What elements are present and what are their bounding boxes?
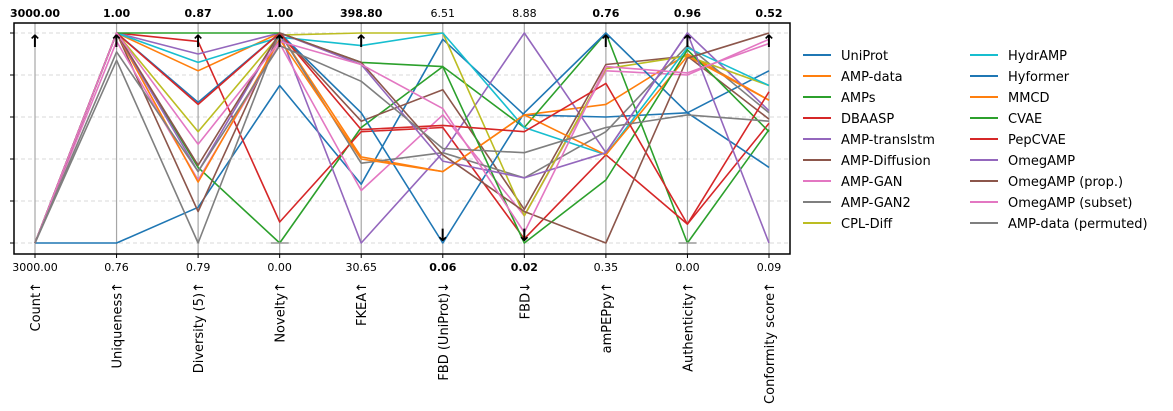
axis-bottom-label-3: 0.00 xyxy=(267,261,292,274)
legend-label-11: MMCD xyxy=(1008,91,1050,106)
axis-bottom-label-7: 0.35 xyxy=(594,261,619,274)
series-line-14 xyxy=(34,32,770,244)
axis-bottom-label-9: 0.09 xyxy=(757,261,782,274)
legend-label-15: OmegAMP (prop.) xyxy=(1008,175,1123,190)
axis-top-label-3: 1.00 xyxy=(266,7,293,20)
legend-label-3: DBAASP xyxy=(841,112,894,127)
legend-label-2: AMPs xyxy=(841,91,876,106)
axis-top-label-5: 6.51 xyxy=(431,7,456,20)
axis-name-1: Uniqueness↑ xyxy=(111,282,126,369)
legend-label-0: UniProt xyxy=(841,49,888,64)
best-arrow-8: ↑ xyxy=(680,32,694,52)
series-line-11 xyxy=(34,32,770,244)
series-line-6 xyxy=(34,38,770,244)
legend-label-5: AMP-Diffusion xyxy=(841,154,931,169)
legend-label-14: OmegAMP xyxy=(1008,154,1075,169)
axis-bottom-label-0: 3000.00 xyxy=(12,261,58,274)
series-line-8 xyxy=(34,32,770,244)
series-line-5 xyxy=(34,32,770,244)
axis-top-label-6: 8.88 xyxy=(512,7,537,20)
axis-bottom-label-8: 0.00 xyxy=(675,261,700,274)
axis-top-label-1: 1.00 xyxy=(103,7,130,20)
legend: UniProt AMP-data AMPs DBAASP AMP-translstm AM… xyxy=(803,49,1148,232)
series-line-13 xyxy=(34,32,770,244)
axis-name-9: Conformity score↑ xyxy=(763,282,778,404)
axis-top-label-9: 0.52 xyxy=(755,7,782,20)
legend-label-10: Hyformer xyxy=(1008,70,1070,85)
plot-frame xyxy=(13,22,791,255)
series-line-9 xyxy=(34,32,770,244)
legend-label-1: AMP-data xyxy=(841,70,903,85)
axis-name-7: amPEPpy↑ xyxy=(600,282,615,353)
axis-name-3: Novelty↑ xyxy=(274,282,289,343)
best-arrow-4: ↑ xyxy=(354,32,368,52)
axis-top-label-8: 0.96 xyxy=(674,7,701,20)
series-line-0 xyxy=(35,38,770,244)
best-arrow-2: ↑ xyxy=(191,32,205,52)
legend-label-8: CPL-Diff xyxy=(841,217,893,232)
axis-name-5: FBD (UniProt)↓ xyxy=(437,282,452,381)
series-line-15 xyxy=(34,32,770,244)
axis-top-label-2: 0.87 xyxy=(185,7,212,20)
axis-name-0: Count↑ xyxy=(29,282,44,332)
axes xyxy=(10,23,770,258)
legend-label-13: PepCVAE xyxy=(1008,133,1066,148)
axis-extreme-markers: ↑ ↑ ↑ ↑ ↑ ↓ ↓ ↑ ↑ ↑ xyxy=(28,32,776,246)
best-arrow-1: ↑ xyxy=(109,32,123,52)
best-arrow-7: ↑ xyxy=(599,32,613,52)
axis-labels: 3000.00 3000.00 Count↑ 1.00 0.76 Uniqueness↑ 0… xyxy=(10,7,783,404)
series-line-16 xyxy=(34,32,770,244)
series-line-17 xyxy=(34,44,770,244)
axis-top-label-4: 398.80 xyxy=(340,7,383,20)
legend-label-4: AMP-translstm xyxy=(841,133,935,148)
axis-name-6: FBD↓ xyxy=(518,282,533,319)
axis-name-8: Authenticity↑ xyxy=(681,282,696,372)
axis-top-label-7: 0.76 xyxy=(592,7,619,20)
axis-name-4: FKEA↑ xyxy=(355,282,370,326)
legend-label-6: AMP-GAN xyxy=(841,175,903,190)
axis-bottom-label-1: 0.76 xyxy=(104,261,129,274)
axis-bottom-label-2: 0.79 xyxy=(186,261,211,274)
legend-label-12: CVAE xyxy=(1008,112,1042,127)
series-line-12 xyxy=(34,32,770,244)
best-arrow-5: ↓ xyxy=(436,226,450,246)
axis-name-2: Diversity (5)↑ xyxy=(192,282,207,373)
legend-label-17: AMP-data (permuted) xyxy=(1008,217,1148,232)
legend-label-7: AMP-GAN2 xyxy=(841,196,911,211)
axis-bottom-label-6: 0.02 xyxy=(511,261,538,274)
axis-top-label-0: 3000.00 xyxy=(10,7,60,20)
legend-label-16: OmegAMP (subset) xyxy=(1008,196,1133,211)
best-arrow-9: ↑ xyxy=(762,32,776,52)
best-arrow-6: ↓ xyxy=(517,226,531,246)
legend-label-9: HydrAMP xyxy=(1008,49,1067,64)
axis-bottom-label-5: 0.06 xyxy=(429,261,456,274)
axis-bottom-label-4: 30.65 xyxy=(345,261,377,274)
series-line-7 xyxy=(34,32,770,244)
series-line-3 xyxy=(34,32,770,244)
best-arrow-0: ↑ xyxy=(28,32,42,52)
series-lines xyxy=(34,32,770,244)
best-arrow-3: ↑ xyxy=(273,32,287,52)
series-line-1 xyxy=(34,32,770,244)
